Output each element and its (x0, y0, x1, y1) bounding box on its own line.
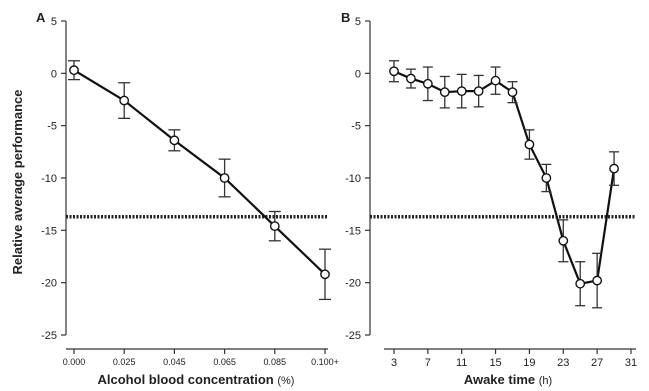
panel-b-data-point (592, 275, 603, 286)
y-axis-title: Relative average performance (10, 90, 25, 275)
panel-a-y-tick-label: -10 (41, 173, 57, 185)
panel-b-data-point (524, 139, 535, 150)
panel-b-data-point (406, 73, 416, 84)
panel-a-x-tick-label: 0.100+ (311, 357, 339, 367)
panel-a-data-point (69, 65, 79, 76)
panel-b-data-point (389, 66, 399, 77)
panel-a-x-tick-label: 0.025 (113, 357, 136, 367)
panel-a-x-tick-label: 0.085 (264, 357, 287, 367)
panel-b-data-point (609, 163, 619, 174)
panel-b-y-tick-label: -25 (345, 330, 361, 342)
panel-a-x-tick-label: 0.045 (163, 357, 186, 367)
panel-b-data-point (558, 235, 569, 246)
panel-b-series-line (393, 70, 616, 285)
panel-b-label: B (341, 10, 350, 25)
panel-a-label: A (36, 10, 46, 25)
panel-b-y-tick-label: -10 (345, 173, 361, 185)
panel-a-data-point (119, 95, 130, 106)
panel-a-y-tick-label: -5 (47, 121, 57, 133)
panel-b-x-tick-label: 7 (425, 357, 431, 369)
panel-a-y-tick-label: -25 (41, 330, 57, 342)
panel-a-y-tick-label: 0 (51, 68, 57, 80)
panel-a-y-tick-label: 5 (51, 16, 57, 28)
panel-b-x-tick-label: 31 (625, 357, 637, 369)
panel-b-data-point (541, 173, 552, 183)
panel-a-x-tick-label: 0.065 (213, 357, 236, 367)
panel-b-y-tick-label: -15 (345, 225, 361, 237)
panel-a-series-line (73, 69, 326, 276)
panel-a-y-tick-label: -15 (41, 225, 57, 237)
panel-b-y-tick-label: 5 (355, 16, 361, 28)
panel-a-data-point (219, 173, 230, 183)
panel-b-y-tick-label: 0 (355, 68, 361, 80)
panel-b-x-tick-label: 27 (591, 357, 603, 369)
panel-b-data-point (439, 87, 450, 98)
panel-b-y-tick-label: -20 (345, 278, 361, 290)
panel-b-data-point (490, 75, 501, 86)
panel-b-x-axis-title: Awake time (h) (464, 372, 552, 387)
panel-b: B 5 0 -5 -10 -15 -20 -25 3 7 11 15 19 23 27 31 Awake … (341, 10, 637, 387)
panel-a-data-point (269, 221, 280, 232)
panel-b-data-point (456, 86, 467, 97)
panel-b-data-point (422, 78, 433, 89)
panel-a-data-point (169, 135, 180, 146)
panel-b-x-tick-label: 11 (456, 357, 467, 369)
panel-a-x-tick-label: 0.000 (63, 357, 86, 367)
panel-b-x-tick-label: 3 (391, 357, 397, 369)
panel-b-data-point (575, 278, 586, 289)
panel-b-y-tick-label: -5 (351, 121, 361, 133)
panel-a-y-tick-label: -20 (41, 278, 57, 290)
panel-a-data-point (320, 269, 330, 280)
panel-a-x-axis-title: Alcohol blood concentration (%) (98, 372, 295, 387)
panel-b-x-tick-label: 19 (523, 357, 535, 369)
panel-b-data-point (507, 87, 518, 98)
panel-b-x-tick-label: 23 (557, 357, 569, 369)
panel-b-x-tick-label: 15 (489, 357, 501, 369)
panel-b-data-point (473, 86, 484, 97)
panel-a: A 5 0 -5 -10 -15 -20 -25 0.000 0.025 0.045 0.065 0… (36, 10, 339, 387)
